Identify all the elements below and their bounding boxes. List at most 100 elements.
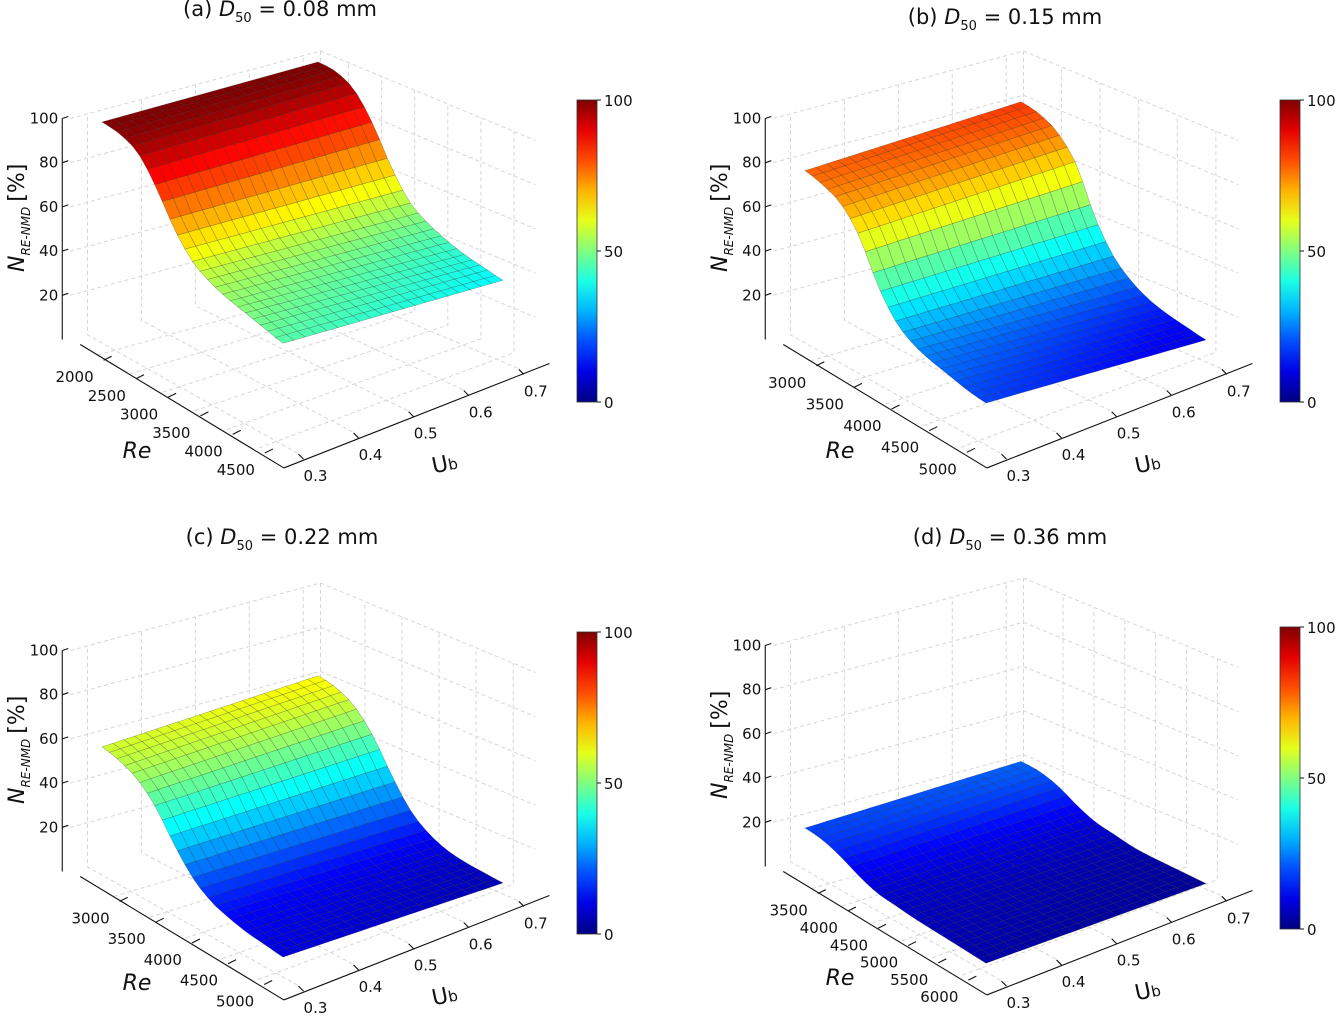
re-tick	[928, 426, 938, 432]
z-axis-title-sub: RE-NMD	[19, 739, 33, 788]
ub-axis-title-main: U	[1133, 452, 1154, 480]
ub-tick-label: 0.5	[1117, 425, 1141, 443]
panel-title: (d) D50 = 0.36 mm	[913, 525, 1107, 554]
z-tick-label: 60	[39, 730, 58, 748]
z-tick	[62, 692, 69, 696]
ub-axis-title: Ub	[430, 982, 460, 1012]
surface-cell	[1065, 369, 1086, 379]
title-value: = 0.08 mm	[258, 0, 377, 21]
ub-tick	[1221, 368, 1228, 375]
ub-axis	[283, 895, 550, 1001]
re-tick-label: 3500	[108, 930, 146, 948]
colorbar	[1279, 99, 1301, 403]
surface-cell	[274, 948, 295, 958]
ub-tick	[463, 390, 470, 396]
title-value: = 0.22 mm	[259, 525, 379, 549]
surface-cell	[318, 321, 339, 332]
gridline-ub	[87, 645, 298, 986]
title-var: D	[944, 5, 961, 29]
z-tick	[62, 160, 69, 164]
z-tick-label: 100	[733, 109, 762, 127]
ub-tick	[518, 368, 525, 375]
re-tick	[103, 355, 112, 361]
surface	[804, 761, 1207, 964]
gridline-ub	[140, 99, 353, 433]
z-tick-label: 80	[39, 154, 58, 172]
re-tick	[227, 959, 237, 965]
z-tick-label: 40	[39, 242, 58, 260]
re-tick-label: 4000	[144, 951, 182, 969]
ub-axis	[986, 363, 1253, 469]
surface-cell	[395, 907, 416, 917]
ub-tick	[353, 432, 359, 439]
ub-axis-title-sub: b	[446, 986, 459, 1006]
z-tick	[765, 160, 772, 164]
colorbar-tick-label: 0	[604, 926, 614, 944]
surface-cell	[373, 306, 394, 316]
ub-tick-label: 0.4	[1062, 973, 1086, 991]
surface-cell	[1120, 903, 1141, 912]
re-axis-title: Re	[826, 966, 855, 991]
ub-tick	[1166, 917, 1173, 923]
ub-tick-label: 0.4	[359, 978, 383, 996]
surface-cell	[1109, 907, 1130, 916]
surface-cell	[417, 900, 438, 910]
z-tick	[765, 775, 772, 779]
title-value: = 0.36 mm	[988, 525, 1108, 549]
z-tick-label: 20	[742, 813, 761, 831]
surface-cell	[307, 324, 328, 335]
re-tick-label: 2500	[88, 387, 126, 405]
surface-cell	[1065, 922, 1086, 932]
re-tick	[817, 889, 827, 895]
surface-cell	[1087, 363, 1108, 372]
colorbar	[1279, 626, 1301, 930]
z-tick-label: 40	[742, 769, 761, 787]
z-tick-label: 40	[742, 242, 761, 260]
panel-b: (b) D50 = 0.15 mm 20 40 60 80 100 3000 3500 400…	[703, 0, 1340, 500]
title-sub: 50	[960, 19, 977, 34]
surface-cell	[1010, 385, 1031, 394]
panel-title: (a) D50 = 0.08 mm	[183, 0, 377, 26]
surface-cell	[428, 896, 449, 906]
surface-cell	[977, 394, 998, 404]
gridline-re	[129, 76, 383, 375]
colorbar-tick-label: 0	[1307, 921, 1317, 939]
surface-cell	[1032, 934, 1053, 944]
re-tick-label: 3500	[152, 424, 190, 442]
z-axis-title-unit: [%]	[708, 691, 733, 729]
surface-cell	[1043, 375, 1064, 385]
ub-tick-label: 0.3	[1007, 994, 1031, 1012]
ub-tick-label: 0.7	[524, 914, 548, 932]
ub-tick-label: 0.3	[304, 467, 328, 485]
re-tick-label: 4000	[184, 442, 222, 460]
z-tick-label: 80	[39, 686, 58, 704]
re-tick-label: 5000	[216, 992, 254, 1010]
colorbar-tick-label: 50	[604, 243, 623, 261]
colorbar-tick-label: 0	[1307, 394, 1317, 412]
z-axis-title-sub: RE-NMD	[19, 207, 33, 256]
ub-axis-title: Ub	[1133, 977, 1163, 1007]
surface-cell	[1043, 930, 1064, 940]
surface-cell	[1098, 910, 1119, 920]
surface-cell	[351, 922, 372, 932]
ub-axis-title-sub: b	[1149, 454, 1162, 474]
surface-cell	[329, 318, 350, 328]
re-tick	[816, 361, 825, 367]
z-axis-title: NRE-NMD [%]	[5, 164, 33, 272]
ub-tick	[1221, 895, 1228, 902]
z-tick	[765, 248, 772, 252]
z-axis-title: NRE-NMD [%]	[708, 164, 736, 272]
colorbar	[576, 631, 598, 935]
surface-cell	[274, 334, 295, 344]
z-axis-title-unit: [%]	[5, 696, 30, 734]
re-tick	[877, 923, 887, 929]
surface-cell	[384, 303, 405, 313]
gridline-ub	[790, 640, 1001, 981]
ub-tick-label: 0.3	[1007, 467, 1031, 485]
ub-tick	[1056, 959, 1062, 966]
surface-cell	[395, 299, 416, 309]
title-sub: 50	[235, 11, 252, 26]
re-tick	[232, 429, 241, 435]
